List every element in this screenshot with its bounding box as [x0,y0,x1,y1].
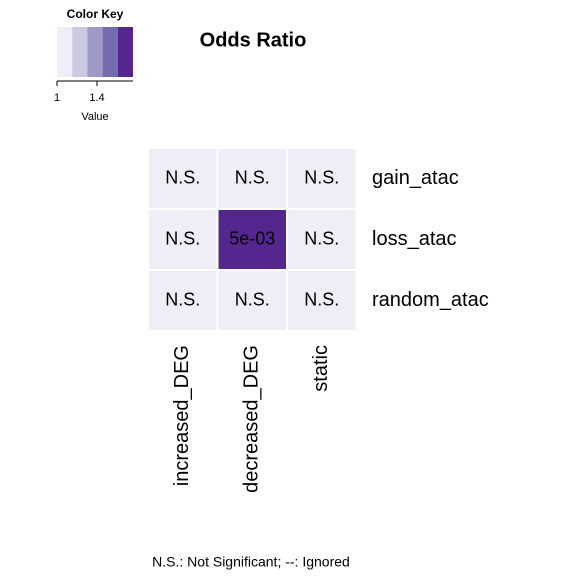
cell-label: N.S. [165,289,200,309]
footnote: N.S.: Not Significant; --: Ignored [152,554,350,570]
key-bin [117,27,133,77]
cell-label: N.S. [235,289,270,309]
row-label: random_atac [372,289,489,311]
key-bin [72,27,88,77]
column-label: static [310,345,332,392]
heatmap-cell [216,269,288,332]
key-tick-label: 1.4 [89,92,104,104]
column-label: increased_DEG [171,345,193,486]
key-bin [102,27,118,77]
cell-label: N.S. [304,167,339,187]
row-label: loss_atac [372,228,457,250]
key-bin [57,27,73,77]
heatmap-cell [286,269,358,332]
cell-label: N.S. [165,228,200,248]
heatmap-cell [216,147,288,210]
heatmap-cell [286,147,358,210]
cell-label: N.S. [165,167,200,187]
chart-title: Odds Ratio [200,29,307,51]
key-tick-label: 1 [54,92,60,104]
column-label: decreased_DEG [241,345,263,493]
cell-label: N.S. [235,167,270,187]
key-bin [87,27,103,77]
key-title: Color Key [67,7,124,21]
key-label: Value [81,111,108,123]
cell-label: 5e-03 [229,228,275,248]
row-label: gain_atac [372,167,459,189]
cell-label: N.S. [304,289,339,309]
cell-label: N.S. [304,228,339,248]
heatmap-cell [147,147,219,210]
